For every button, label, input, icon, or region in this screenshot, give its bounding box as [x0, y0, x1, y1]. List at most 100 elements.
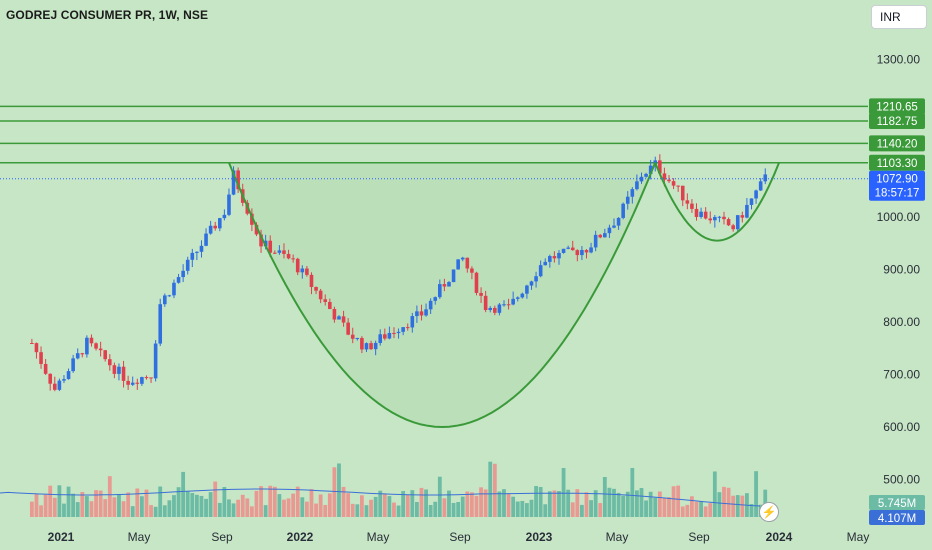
candle: [140, 377, 144, 384]
volume-bar: [428, 504, 433, 517]
volume-bar: [511, 496, 516, 517]
volume-bar: [135, 488, 140, 517]
volume-label: 5.745M: [878, 498, 916, 510]
level-label-bg: [869, 98, 925, 115]
candle: [648, 165, 653, 174]
volume-bar: [479, 487, 483, 517]
candle: [538, 265, 543, 277]
candle: [355, 337, 360, 339]
candle: [740, 215, 745, 218]
volume-bar: [465, 491, 470, 517]
volume-bar: [80, 492, 85, 517]
candle: [722, 216, 726, 220]
candle: [158, 304, 163, 344]
candle: [126, 380, 130, 385]
candle: [57, 380, 62, 390]
volume-bar: [625, 491, 630, 517]
volume-bar: [506, 493, 511, 517]
candle: [442, 284, 447, 287]
candle: [236, 170, 240, 190]
candle: [405, 327, 410, 329]
candle: [369, 343, 373, 350]
volume-bar: [396, 505, 401, 517]
volume-bar: [712, 471, 717, 517]
volume-bar: [722, 486, 726, 517]
volume-bar: [71, 493, 76, 517]
candle: [543, 261, 548, 266]
volume-bar: [75, 502, 80, 517]
volume-bar: [346, 493, 351, 517]
last-price-label-bg: [869, 170, 925, 201]
volume-bar: [364, 505, 369, 517]
candle: [181, 270, 185, 278]
candle: [548, 256, 552, 262]
candle: [529, 281, 534, 286]
candle: [98, 348, 103, 351]
volume-bar: [639, 488, 644, 517]
candle: [658, 160, 662, 174]
candle: [694, 208, 699, 217]
candle: [43, 363, 48, 374]
volume-bar: [130, 506, 135, 517]
y-tick-label: 700.00: [883, 368, 920, 382]
candle: [616, 217, 621, 226]
volume-bar: [139, 496, 144, 517]
volume-bar: [749, 503, 754, 517]
candle: [71, 358, 75, 372]
volume-bar: [84, 496, 89, 517]
candle: [204, 233, 208, 246]
volume-bar: [382, 493, 387, 517]
candle: [153, 343, 158, 379]
candle: [213, 225, 218, 229]
candle: [621, 203, 625, 218]
volume-bar: [392, 502, 396, 517]
volume-bar: [172, 495, 176, 517]
volume-bar: [373, 496, 378, 517]
volume-bar: [529, 499, 534, 517]
volume-ma-line: [0, 488, 761, 507]
candle: [39, 352, 43, 364]
candle: [511, 298, 515, 305]
candle: [676, 185, 680, 187]
volume-bar: [602, 476, 607, 517]
volume-bar: [213, 481, 218, 517]
x-tick-label: May: [847, 530, 870, 544]
candle: [227, 194, 231, 215]
currency-button[interactable]: INR: [871, 5, 927, 29]
y-tick-label: 800.00: [883, 315, 920, 329]
candle: [525, 285, 529, 294]
candle: [62, 379, 66, 381]
candle: [30, 343, 34, 344]
volume-bar: [414, 501, 419, 517]
volume-bar: [291, 493, 296, 517]
volume-bar: [62, 503, 66, 517]
volume-bar: [277, 494, 282, 517]
volume-bar: [460, 496, 465, 517]
candle: [625, 196, 630, 204]
candle: [218, 218, 222, 229]
volume-bar: [89, 501, 94, 517]
volume-bar: [584, 492, 589, 517]
volume-bar: [492, 463, 497, 517]
candle: [392, 332, 396, 334]
volume-bar: [222, 487, 227, 517]
candle: [75, 353, 80, 359]
candle: [121, 366, 126, 381]
candle: [713, 217, 717, 221]
volume-bar: [103, 499, 108, 517]
volume-bar: [355, 504, 360, 517]
candle: [117, 366, 121, 374]
flash-icon[interactable]: ⚡: [759, 502, 779, 522]
x-tick-label: 2022: [287, 530, 314, 544]
volume-bar: [323, 504, 328, 517]
candle: [250, 213, 254, 225]
volume-bar: [717, 492, 722, 517]
volume-bar: [309, 489, 314, 517]
volume-bar: [98, 490, 103, 517]
volume-bar: [158, 486, 163, 517]
volume-bar: [43, 494, 48, 517]
candle: [474, 272, 479, 293]
volume-bar: [126, 492, 131, 517]
symbol-title: GODREJ CONSUMER PR, 1W, NSE: [6, 8, 209, 22]
